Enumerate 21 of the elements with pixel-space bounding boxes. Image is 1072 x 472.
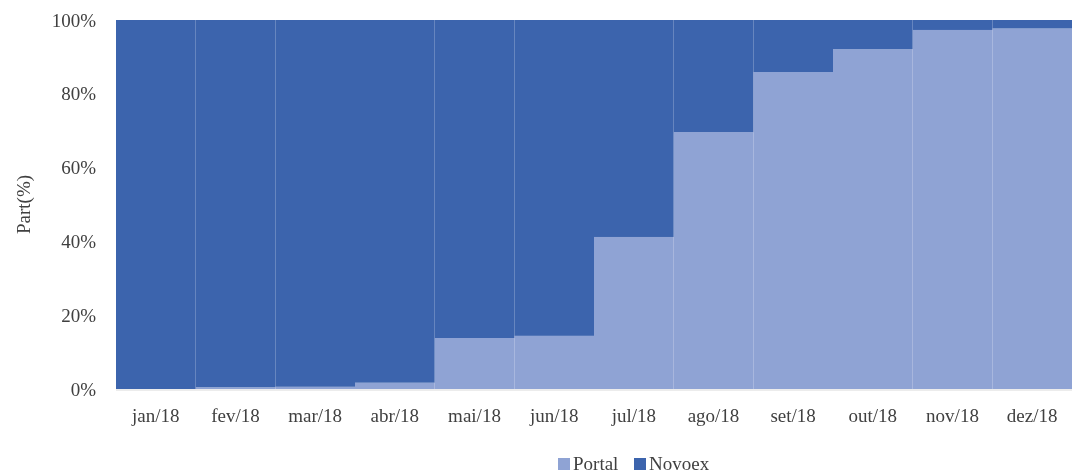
x-tick-label: jul/18 — [610, 405, 657, 426]
legend-label: Portal — [573, 453, 619, 472]
y-tick-label: 60% — [61, 157, 97, 179]
y-axis-title: Part(%) — [13, 174, 35, 235]
y-tick-label: 0% — [70, 378, 97, 400]
x-tick-label: jan/18 — [131, 405, 180, 426]
x-tick-label: set/18 — [770, 405, 816, 426]
legend-label: Novoex — [649, 453, 710, 472]
y-tick-label: 80% — [61, 83, 97, 105]
x-tick-label: ago/18 — [687, 405, 740, 426]
x-tick-label: out/18 — [848, 405, 898, 426]
y-tick-label: 20% — [61, 304, 97, 326]
x-tick-label: jun/18 — [528, 405, 579, 426]
y-tick-label: 40% — [61, 231, 97, 253]
x-tick-label: dez/18 — [1006, 405, 1058, 426]
x-tick-label: mai/18 — [448, 405, 501, 426]
x-tick-label: nov/18 — [926, 405, 979, 426]
x-tick-label: abr/18 — [370, 405, 420, 426]
x-tick-label: fev/18 — [211, 405, 260, 426]
y-tick-label: 100% — [51, 9, 97, 31]
x-tick-label: mar/18 — [288, 405, 343, 426]
